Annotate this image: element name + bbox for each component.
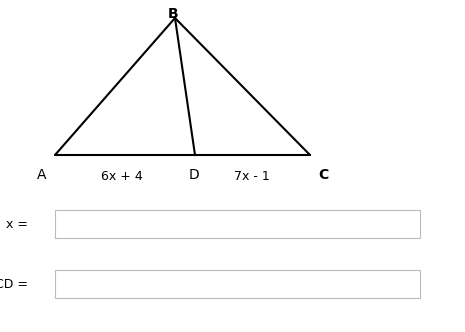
Text: A: A	[37, 168, 47, 182]
Text: 6x + 4: 6x + 4	[101, 170, 143, 183]
Text: x =: x =	[6, 218, 28, 231]
FancyBboxPatch shape	[55, 270, 420, 298]
Text: B: B	[168, 7, 178, 21]
Text: 7x - 1: 7x - 1	[234, 170, 270, 183]
Text: CD =: CD =	[0, 279, 28, 291]
Text: C: C	[318, 168, 328, 182]
Text: D: D	[189, 168, 199, 182]
FancyBboxPatch shape	[55, 210, 420, 238]
